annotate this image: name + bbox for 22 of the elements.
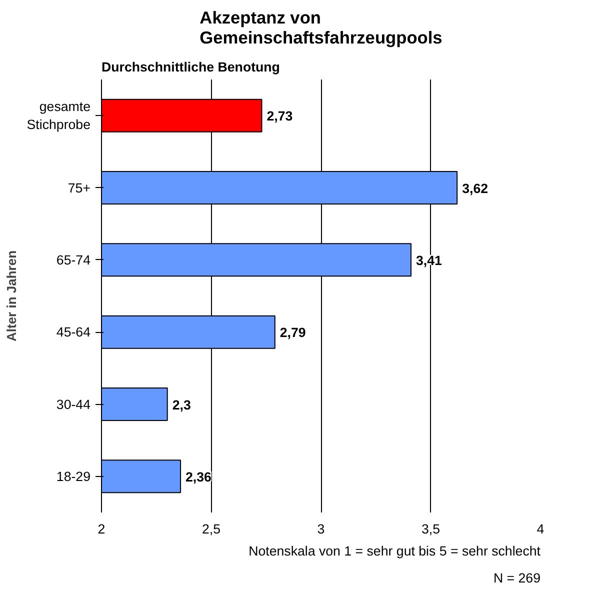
x-tick-label: 3,5 [421, 522, 440, 536]
x-tick-label: 3 [317, 522, 325, 536]
x-tick-label: 2 [98, 522, 106, 536]
x-tick-label: 2,5 [202, 522, 221, 536]
text: Notenskala von 1 = sehr gut bis 5 = sehr schlecht [248, 544, 541, 558]
y-tick-label: 45-64 [56, 324, 92, 340]
chart-title: Akzeptanz von Gemeinschaftsfahrzeugpools [200, 8, 442, 48]
y-tick-label: 18-29 [56, 468, 91, 484]
chart-subtitle: Durchschnittliche Benotung [102, 60, 280, 74]
x-tick-label: 4 [536, 522, 545, 536]
data-label: 3,41 [416, 252, 443, 268]
y-tick-label: 30-44 [56, 396, 92, 412]
data-label: 2,36 [186, 469, 212, 484]
data-label: 2,3 [172, 397, 191, 412]
text: N = 269 [493, 570, 541, 586]
data-label: 2,79 [280, 325, 306, 340]
y-axis-title: Alter in Jahren [4, 250, 19, 342]
y-tick-label: gesamte Stichprobe [26, 99, 91, 132]
data-label: 2,73 [266, 108, 293, 124]
data-label: 3,62 [462, 180, 488, 196]
y-tick-label: 65-74 [56, 252, 92, 268]
y-tick-label: 75+ [68, 180, 91, 196]
